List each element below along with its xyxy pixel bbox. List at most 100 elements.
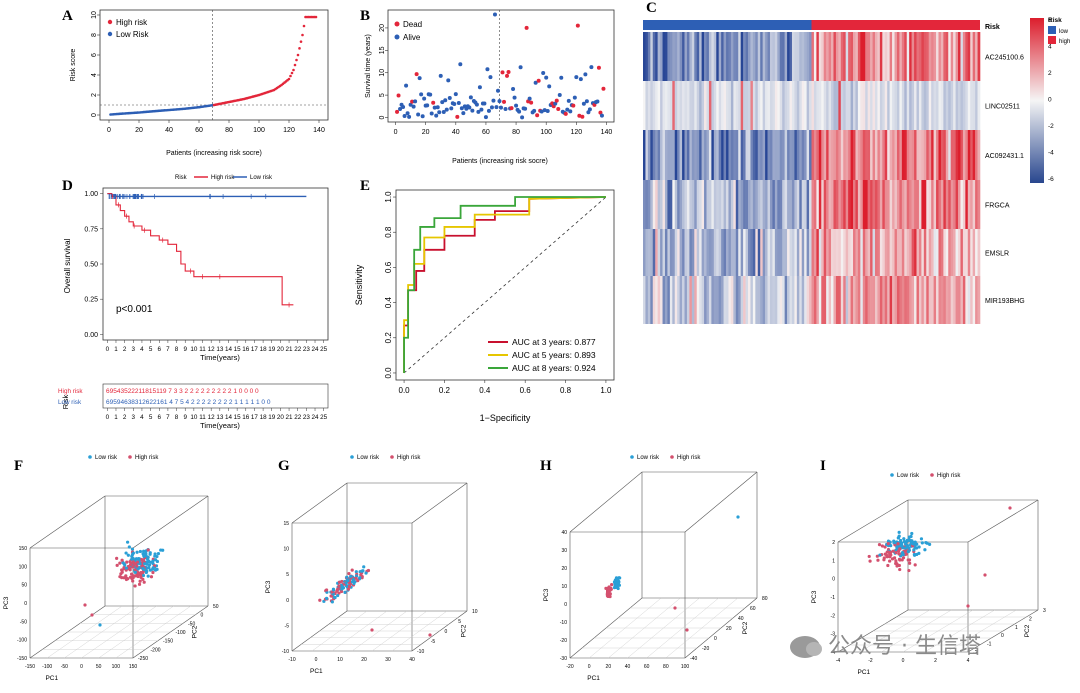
panel-letter: I bbox=[820, 458, 826, 474]
high-risk-point bbox=[913, 563, 917, 567]
heatmap-cell bbox=[735, 81, 739, 130]
heatmap-cell bbox=[906, 32, 910, 81]
heatmap-cell bbox=[694, 81, 698, 130]
x-tick-label: 80 bbox=[663, 664, 669, 670]
high-risk-point bbox=[126, 577, 130, 581]
high-risk-point bbox=[886, 550, 890, 554]
alive-point bbox=[518, 65, 523, 70]
heatmap-cell bbox=[948, 276, 951, 324]
x-tick-label: 0.2 bbox=[439, 386, 451, 395]
heatmap-cell bbox=[943, 180, 947, 229]
legend-low: Low risk bbox=[357, 455, 380, 461]
dead-point bbox=[577, 113, 582, 118]
high-risk-point bbox=[299, 40, 303, 43]
x-tick-label: 0.4 bbox=[479, 386, 491, 395]
high-risk-point bbox=[135, 564, 139, 568]
heatmap-cell bbox=[667, 229, 671, 276]
heatmap-cell bbox=[933, 276, 937, 324]
high-risk-point bbox=[137, 582, 142, 586]
heatmap-cell bbox=[874, 276, 878, 324]
heatmap-cell bbox=[892, 229, 895, 276]
heatmap-cell bbox=[906, 276, 910, 324]
x-tick-label: 0.8 bbox=[560, 386, 572, 395]
alive-point bbox=[527, 96, 532, 101]
heatmap-cell bbox=[750, 276, 754, 324]
low-risk-point bbox=[138, 562, 142, 566]
heatmap-cell bbox=[879, 229, 883, 276]
heatmap-cell bbox=[855, 276, 859, 324]
heatmap-cell bbox=[716, 130, 720, 180]
heatmap-cell bbox=[972, 81, 976, 130]
high-risk-point bbox=[118, 561, 122, 565]
heatmap-cell bbox=[684, 180, 688, 229]
heatmap-cell bbox=[760, 130, 763, 180]
heatmap-cell bbox=[853, 130, 856, 180]
panel-a-letter: A bbox=[62, 8, 73, 24]
x-tick-label: 24 bbox=[312, 414, 320, 421]
heatmap-cell bbox=[787, 130, 790, 180]
heatmap-cell bbox=[879, 276, 883, 324]
heatmap-cell bbox=[696, 130, 700, 180]
low-risk-point bbox=[901, 553, 905, 557]
heatmap-cell bbox=[909, 276, 912, 324]
panel-b-legend-alive: Alive bbox=[403, 33, 421, 42]
legend-dead-marker bbox=[394, 21, 400, 27]
heatmap-cell bbox=[831, 32, 834, 81]
heatmap-cell bbox=[735, 229, 739, 276]
alive-point bbox=[511, 86, 516, 91]
heatmap-cell bbox=[647, 180, 651, 229]
high-risk-point bbox=[966, 604, 970, 608]
heatmap-cell bbox=[779, 130, 783, 180]
heatmap-cell bbox=[708, 130, 712, 180]
heatmap-cell bbox=[833, 81, 837, 130]
low-risk-point bbox=[145, 566, 149, 570]
dead-point bbox=[536, 78, 541, 83]
heatmap-cell bbox=[794, 32, 798, 81]
heatmap-cell bbox=[938, 229, 942, 276]
heatmap-cell bbox=[752, 130, 756, 180]
dead-point bbox=[524, 25, 529, 30]
heatmap-cell bbox=[906, 130, 910, 180]
heatmap-cell bbox=[682, 130, 685, 180]
heatmap-cell bbox=[804, 130, 807, 180]
heatmap-cell bbox=[677, 81, 680, 130]
panel-c-heatmap bbox=[643, 32, 981, 324]
low-risk-point bbox=[148, 552, 152, 556]
heatmap-cell bbox=[955, 130, 959, 180]
heatmap-cell bbox=[664, 81, 668, 130]
box-edge bbox=[837, 499, 909, 543]
alive-point bbox=[565, 107, 570, 112]
heatmap-cell bbox=[743, 229, 746, 276]
panel-e-xlabel: 1−Specificity bbox=[480, 413, 531, 423]
low-risk-point bbox=[915, 542, 919, 546]
heatmap-cell bbox=[760, 229, 763, 276]
heatmap-cell bbox=[940, 229, 944, 276]
heatmap-cell bbox=[821, 180, 825, 229]
z-tick-label: 2 bbox=[1029, 616, 1032, 622]
heatmap-cell bbox=[892, 130, 895, 180]
heatmap-cell bbox=[872, 81, 876, 130]
heatmap-cell bbox=[804, 276, 807, 324]
heatmap-cell bbox=[867, 276, 871, 324]
heatmap-cell bbox=[809, 130, 812, 180]
heatmap-cell bbox=[650, 276, 654, 324]
panel-b-points bbox=[395, 10, 606, 122]
heatmap-cell bbox=[936, 32, 939, 81]
heatmap-cell bbox=[733, 229, 737, 276]
low-risk-point bbox=[899, 538, 903, 543]
heatmap-cell bbox=[896, 130, 900, 180]
scale-tick-label: 4 bbox=[1048, 44, 1052, 51]
x-tick-label: 0 bbox=[106, 346, 110, 353]
heatmap-cell bbox=[760, 32, 763, 81]
legend-high-swatch bbox=[1048, 36, 1056, 44]
x-tick-label: 120 bbox=[283, 127, 295, 134]
low-risk-point bbox=[919, 537, 924, 541]
heatmap-cell bbox=[818, 32, 822, 81]
y-tick-label: 20 bbox=[379, 24, 386, 32]
heatmap-cell bbox=[933, 229, 937, 276]
panel-b-letter: B bbox=[360, 8, 370, 24]
heatmap-cell bbox=[843, 229, 846, 276]
heatmap-cell bbox=[752, 276, 756, 324]
heatmap-cell bbox=[726, 180, 729, 229]
heatmap-cell bbox=[699, 276, 702, 324]
